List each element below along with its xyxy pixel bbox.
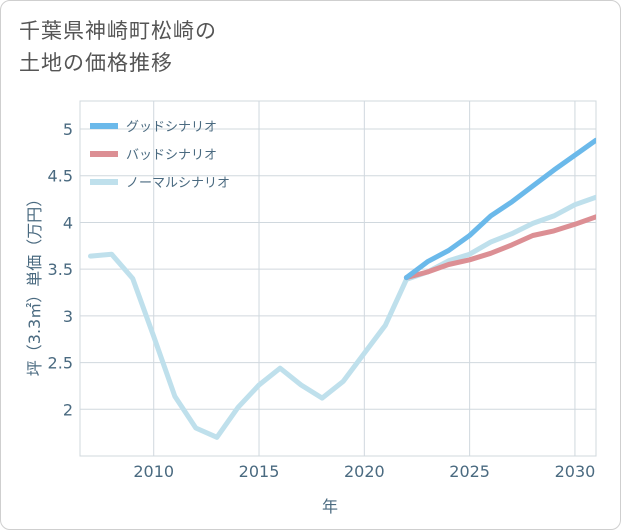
y-tick-label: 3.5	[48, 260, 73, 279]
x-axis-label: 年	[322, 497, 338, 516]
chart-title-line1: 千葉県神崎町松崎の	[19, 19, 217, 43]
legend-item-1: バッドシナリオ	[90, 148, 217, 163]
y-tick-label: 2	[63, 400, 73, 419]
series-line-1	[403, 214, 596, 281]
y-axis-label: 坪（3.3㎡）単価（万円）	[25, 191, 44, 376]
series-line-0	[403, 137, 596, 281]
legend-label: バッドシナリオ	[126, 148, 217, 163]
x-tick-label: 2015	[239, 462, 280, 481]
legend-label: グッドシナリオ	[126, 120, 217, 135]
y-tick-label: 3	[63, 307, 73, 326]
x-tick-label: 2010	[133, 462, 174, 481]
plot-frame	[79, 100, 597, 457]
axis-ticks: 2 2.5 3 3.5 4 4.5 5 2010 2015 2020 2025 2030	[48, 120, 596, 481]
legend-item-2: ノーマルシナリオ	[90, 176, 230, 191]
y-tick-label: 4	[63, 213, 73, 232]
y-tick-label: 2.5	[48, 354, 73, 373]
chart-title-line2: 土地の価格推移	[19, 51, 173, 75]
x-tick-label: 2020	[344, 462, 385, 481]
chart-title: 千葉県神崎町松崎の 土地の価格推移	[19, 15, 217, 79]
grid	[79, 100, 597, 457]
series-line-2	[88, 194, 596, 440]
y-tick-label: 5	[63, 120, 73, 139]
legend-label: ノーマルシナリオ	[126, 176, 230, 191]
x-tick-label: 2025	[449, 462, 490, 481]
series-lines	[88, 137, 596, 440]
x-tick-label: 2030	[555, 462, 596, 481]
y-tick-label: 4.5	[48, 167, 73, 186]
legend-item-0: グッドシナリオ	[90, 120, 217, 135]
